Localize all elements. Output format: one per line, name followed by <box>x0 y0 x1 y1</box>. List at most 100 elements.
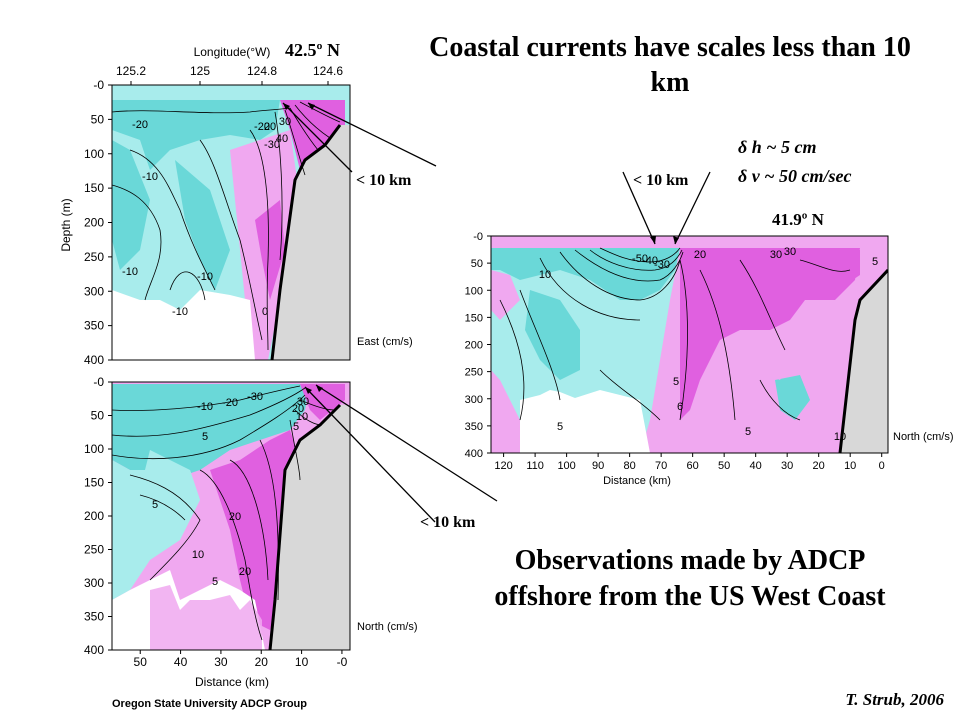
x-axis-label: Distance (km) <box>195 675 269 689</box>
y-tick-label: 100 <box>465 285 483 297</box>
y-tick-label: 400 <box>84 353 104 367</box>
contour-label: 20 <box>694 249 706 261</box>
y-tick-label: 50 <box>91 112 105 126</box>
x-tick-label: 40 <box>174 655 188 669</box>
delta-h: δ h ~ 5 cm <box>738 137 817 157</box>
group-label: Oregon State University ADCP Group <box>112 698 307 710</box>
x-tick-label: 100 <box>557 460 575 472</box>
latitude-left: 42.5º N <box>285 40 340 60</box>
y-tick-label: 250 <box>84 543 104 557</box>
x-tick-label: 40 <box>750 460 762 472</box>
delta-v: δ v ~ 50 cm/sec <box>738 166 852 186</box>
legend-label: East (cm/s) <box>357 336 413 348</box>
x-tick-label: 10 <box>295 655 309 669</box>
contour-label: 30 <box>297 396 309 408</box>
contour-label: -10 <box>142 171 158 183</box>
contour-label: 30 <box>784 246 796 258</box>
legend-label: North (cm/s) <box>893 431 954 443</box>
credit: T. Strub, 2006 <box>845 690 944 709</box>
y-tick-label: 250 <box>465 367 483 379</box>
x-tick-label: 124.8 <box>247 64 277 78</box>
contour-label: 5 <box>212 576 218 588</box>
scale-label-3: < 10 km <box>633 172 689 189</box>
x-tick-label: 60 <box>687 460 699 472</box>
y-tick-label: -0 <box>93 375 104 389</box>
y-tick-label: 400 <box>84 643 104 657</box>
slide-title: Coastal currents have scales less than 1… <box>429 32 911 98</box>
y-tick-label: 100 <box>84 442 104 456</box>
y-tick-label: 150 <box>465 312 483 324</box>
contour-label: 6 <box>677 401 683 413</box>
contour-label: 40 <box>276 133 288 145</box>
contour-label: 5 <box>745 426 751 438</box>
scale-label-2: < 10 km <box>420 514 476 531</box>
contour-label: 5 <box>152 499 158 511</box>
y-tick-label: 200 <box>465 340 483 352</box>
y-tick-label: 350 <box>84 319 104 333</box>
contour-label: 5 <box>202 431 208 443</box>
x-tick-label: 0 <box>879 460 885 472</box>
contour-label: -20 <box>254 121 270 133</box>
y-tick-label: 150 <box>84 476 104 490</box>
contour-label: -10 <box>172 306 188 318</box>
panel-north-41-9: 10 -50-40-30 20 30 5 10 5 5 5 6 30 <box>491 236 888 453</box>
contour-label: 10 <box>539 269 551 281</box>
scale-label-1: < 10 km <box>356 172 412 189</box>
y-tick-label: 200 <box>84 509 104 523</box>
y-tick-label: 100 <box>84 147 104 161</box>
y-tick-label: 350 <box>465 421 483 433</box>
y-tick-label: 250 <box>84 250 104 264</box>
contour-label: -50 <box>632 253 648 265</box>
latitude-right: 41.9º N <box>772 210 824 229</box>
legend-label: North (cm/s) <box>357 621 418 633</box>
contour-label: 10 <box>192 549 204 561</box>
x-tick-label: 120 <box>494 460 512 472</box>
contour-label: 5 <box>557 421 563 433</box>
contour-label: 20 <box>229 511 241 523</box>
contour-label: -10 <box>197 271 213 283</box>
x-tick-label: 124.6 <box>313 64 343 78</box>
y-tick-label: -0 <box>93 78 104 92</box>
contour-label: 30 <box>770 249 782 261</box>
contour-label: 10 <box>834 431 846 443</box>
contour-label: -40 <box>642 255 658 267</box>
x-tick-label: 20 <box>255 655 269 669</box>
contour-label: 20 <box>239 566 251 578</box>
y-tick-label: 150 <box>84 181 104 195</box>
contour-label: 20 <box>292 403 304 415</box>
contour-label: -30 <box>264 139 280 151</box>
x-tick-label: 70 <box>655 460 667 472</box>
y-tick-label: -0 <box>473 231 483 243</box>
y-tick-label: 50 <box>91 409 105 423</box>
x-tick-label: 30 <box>781 460 793 472</box>
x-tick-label: 20 <box>813 460 825 472</box>
contour-label: 5 <box>673 376 679 388</box>
contour-label: -30 <box>654 259 670 271</box>
x-tick-label: 125.2 <box>116 64 146 78</box>
contour-label: -10 <box>122 266 138 278</box>
x-tick-label: 50 <box>718 460 730 472</box>
contour-label: 0 <box>262 306 268 318</box>
contour-label: 10 <box>296 411 308 423</box>
x-axis-label: Longitude(°W) <box>194 45 271 59</box>
x-tick-label: 50 <box>134 655 148 669</box>
contour-label: 30 <box>279 116 291 128</box>
contour-label: 5 <box>872 256 878 268</box>
contour-label: -20 <box>132 119 148 131</box>
x-tick-label: -0 <box>337 655 348 669</box>
y-tick-label: 300 <box>84 576 104 590</box>
x-tick-label: 10 <box>844 460 856 472</box>
contour-label: 20 <box>264 121 276 133</box>
scale-arrows <box>282 102 711 523</box>
y-tick-label: 400 <box>465 448 483 460</box>
contour-label: 5 <box>293 421 299 433</box>
y-tick-label: 350 <box>84 610 104 624</box>
y-tick-label: 50 <box>471 258 483 270</box>
x-tick-label: 30 <box>214 655 228 669</box>
y-tick-label: 300 <box>84 284 104 298</box>
x-tick-label: 90 <box>592 460 604 472</box>
y-tick-label: 200 <box>84 216 104 230</box>
y-tick-label: 300 <box>465 394 483 406</box>
